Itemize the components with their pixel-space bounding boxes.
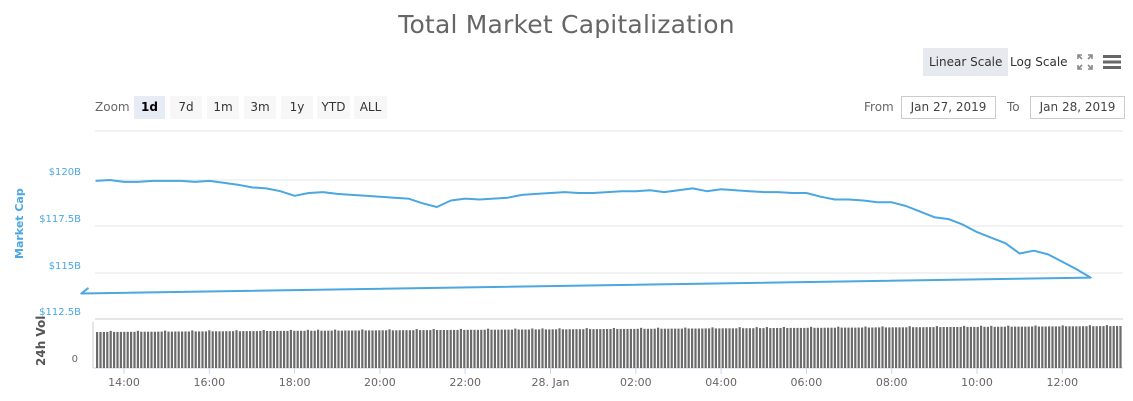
x-tick-label: 12:00 — [1046, 376, 1079, 389]
x-tick-label: 02:00 — [619, 376, 652, 389]
y-tick-117-5b: $117.5B — [39, 214, 81, 225]
fullscreen-icon[interactable] — [1077, 54, 1093, 70]
zoom-all-button[interactable]: ALL — [354, 96, 387, 119]
y2-tick-0: 0 — [71, 354, 78, 365]
y-tick-120b: $120B — [48, 167, 81, 178]
x-tick-label: 16:00 — [193, 376, 226, 389]
zoom-1d-button[interactable]: 1d — [134, 96, 165, 119]
chart-title: Total Market Capitalization — [398, 10, 735, 39]
y-tick-112-5b: $112.5B — [39, 307, 81, 318]
from-label: From — [864, 100, 894, 114]
x-tick-label: 10:00 — [961, 376, 993, 389]
x-tick-label: 28. Jan — [531, 376, 570, 389]
x-tick-label: 18:00 — [278, 376, 311, 389]
zoom-3m-button[interactable]: 3m — [244, 96, 276, 119]
x-tick-label: 08:00 — [875, 376, 908, 389]
zoom-label: Zoom — [95, 100, 130, 114]
from-date-input[interactable]: Jan 27, 2019 — [901, 96, 996, 119]
volume-bars — [96, 325, 1122, 368]
zoom-7d-button[interactable]: 7d — [170, 96, 202, 119]
linear-scale-button[interactable]: Linear Scale — [923, 48, 1009, 76]
zoom-ytd-button[interactable]: YTD — [317, 96, 350, 119]
x-tick-label: 20:00 — [364, 376, 396, 389]
x-tick-label: 06:00 — [790, 376, 823, 389]
to-label: To — [1007, 100, 1020, 114]
x-tick-label: 04:00 — [705, 376, 737, 389]
to-date-input[interactable]: Jan 28, 2019 — [1030, 96, 1125, 119]
hamburger-menu-icon[interactable] — [1103, 55, 1121, 69]
log-scale-button[interactable]: Log Scale — [1010, 55, 1068, 69]
y-tick-115b: $115B — [48, 261, 81, 272]
zoom-1y-button[interactable]: 1y — [281, 96, 313, 119]
x-tick-label: 14:00 — [108, 376, 140, 389]
zoom-1m-button[interactable]: 1m — [207, 96, 239, 119]
x-tick-label: 22:00 — [449, 376, 482, 389]
market-cap-line — [80, 179, 1092, 295]
